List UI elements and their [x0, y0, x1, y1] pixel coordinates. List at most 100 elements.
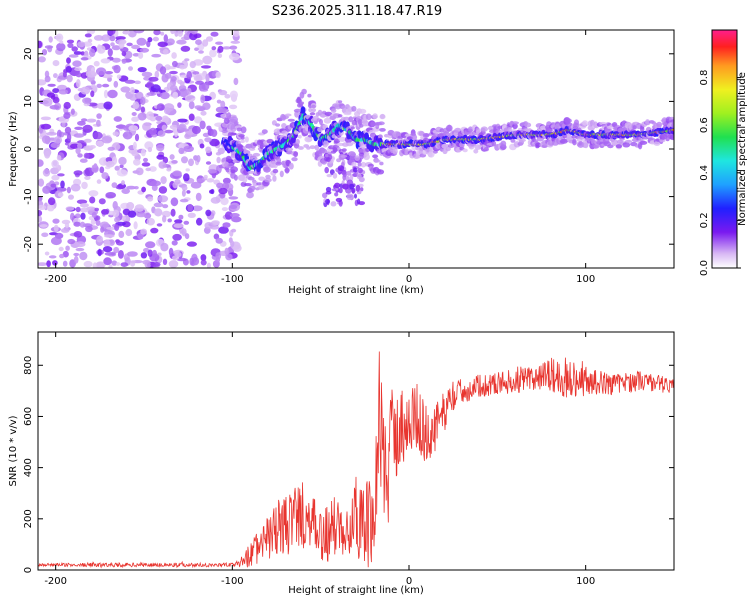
- spectrogram-noise-blob: [74, 67, 82, 72]
- spectrogram-noise-blob: [62, 71, 67, 78]
- spectrogram-noise-blob: [151, 53, 162, 58]
- spectrogram-halo: [653, 141, 661, 146]
- spectrogram-halo: [518, 138, 526, 142]
- spectrogram-halo: [331, 108, 337, 113]
- spectrogram-noise-blob: [181, 185, 188, 191]
- spectrogram-noise-blob: [75, 213, 81, 219]
- spectrogram-halo: [607, 144, 614, 149]
- spectrogram-noise-blob: [166, 167, 172, 172]
- spectrogram-noise-blob: [75, 147, 81, 155]
- spectrogram-noise-blob: [157, 41, 168, 48]
- y-tick-label: -10: [23, 188, 34, 204]
- spectrogram-noise-blob: [183, 220, 190, 225]
- spectrogram-noise-blob: [118, 156, 127, 166]
- colorbar-tick-label: 0.8: [699, 70, 710, 86]
- spectrogram-noise-blob: [122, 208, 131, 216]
- spectrogram-noise-blob: [38, 196, 43, 202]
- spectrogram-noise-blob: [131, 44, 140, 50]
- spectrogram-noise-blob: [147, 196, 154, 202]
- spectrogram-halo: [670, 119, 674, 123]
- spectrogram-noise-blob: [94, 207, 99, 212]
- spectrogram-halo: [582, 120, 588, 126]
- spectrogram-noise-blob: [191, 125, 201, 135]
- spectrogram-noise-blob: [154, 208, 163, 217]
- spectrogram-noise-blob: [178, 88, 190, 98]
- spectrogram-noise-blob: [140, 96, 146, 106]
- y-tick-label: 600: [23, 407, 34, 426]
- spectrogram-noise-blob: [121, 59, 127, 64]
- spectrogram-noise-blob: [137, 67, 147, 73]
- spectrogram-halo: [379, 161, 384, 166]
- spectrogram-noise-blob: [172, 170, 182, 177]
- spectrogram-noise-blob: [158, 161, 166, 169]
- spectrogram-noise-blob: [44, 151, 51, 159]
- spectrogram-noise-blob: [177, 102, 182, 108]
- spectrogram-noise-blob: [222, 177, 231, 185]
- spectrogram-noise-blob: [190, 30, 198, 35]
- spectrogram-noise-blob: [137, 112, 147, 121]
- spectrogram-noise-blob: [217, 53, 223, 58]
- spectrogram-noise-blob: [105, 192, 116, 199]
- spectrogram-halo: [240, 139, 245, 143]
- spectrogram-noise-blob: [146, 217, 155, 226]
- spectrogram-noise-blob: [101, 209, 109, 215]
- spectrogram-noise-blob: [147, 249, 153, 257]
- spectrogram-noise-blob: [89, 145, 96, 149]
- spectrogram-noise-blob: [141, 162, 151, 167]
- spectrogram-noise-blob: [207, 168, 217, 174]
- spectrogram-noise-blob: [108, 264, 113, 268]
- spectrogram-noise-blob: [58, 246, 64, 252]
- spectrogram-halo: [392, 148, 398, 155]
- spectrogram-noise-blob: [156, 144, 165, 152]
- spectrogram-plume: [353, 167, 358, 173]
- spectrogram-noise-blob: [121, 188, 130, 195]
- spectrogram-noise-blob: [153, 30, 161, 36]
- spectrogram-noise-blob: [46, 92, 56, 98]
- spectrogram-noise-blob: [169, 70, 178, 75]
- spectrogram-noise-blob: [118, 230, 125, 238]
- spectrogram-noise-blob: [44, 45, 54, 49]
- spectrogram-noise-blob: [192, 71, 200, 75]
- spectrogram-noise-blob: [133, 221, 138, 230]
- spectrogram-noise-blob: [95, 261, 106, 268]
- spectrogram-plume: [346, 170, 352, 176]
- spectrogram-noise-blob: [47, 83, 56, 87]
- spectrogram-noise-blob: [179, 64, 186, 70]
- spectrogram-noise-blob: [213, 233, 220, 240]
- spectrogram-noise-blob: [136, 37, 147, 46]
- spectrogram-noise-blob: [86, 118, 97, 123]
- colorbar-tick-label: 0.2: [699, 212, 710, 228]
- spectrogram-noise-blob: [107, 48, 113, 57]
- spectrogram-halo: [279, 170, 284, 178]
- snr-x-ticks: -200 -100 0 100: [44, 332, 595, 587]
- spectrogram-noise-blob: [195, 80, 204, 85]
- spectrogram-noise-blob: [126, 42, 133, 47]
- spectrogram-halo: [258, 176, 266, 181]
- spectrogram-noise-blob: [229, 45, 238, 50]
- spectrogram-noise-blob: [138, 52, 144, 59]
- spectrogram-noise-blob: [131, 116, 140, 122]
- spectrogram-noise-blob: [110, 42, 115, 47]
- spectrogram-noise-blob: [38, 204, 47, 210]
- spectrogram-halo: [275, 161, 282, 166]
- snr-y-axis-label: SNR (10 * v/v): [8, 415, 19, 486]
- spectrogram-noise-blob: [144, 261, 152, 268]
- spectrogram-noise-blob: [132, 141, 137, 151]
- spectrogram-noise-blob: [122, 132, 128, 138]
- spectrogram-halo: [524, 122, 532, 128]
- spectrogram-noise-blob: [172, 91, 179, 99]
- spectrogram-noise-blob: [93, 60, 100, 67]
- spectrogram-halo: [671, 122, 674, 128]
- spectrogram-noise-blob: [52, 88, 60, 94]
- spectrogram-noise-blob: [187, 203, 193, 212]
- spectrogram-plume: [358, 149, 364, 153]
- spectrogram-noise-blob: [91, 164, 99, 173]
- spectrogram-noise-blob: [103, 101, 113, 110]
- spectrogram-halo: [247, 170, 255, 174]
- spectrogram-noise-blob: [121, 180, 125, 186]
- spectrogram-noise-blob: [195, 39, 202, 45]
- spectrogram-plume: [335, 197, 343, 203]
- spectrogram-noise-blob: [57, 173, 65, 177]
- spectrogram-noise-blob: [67, 238, 76, 245]
- spectrogram-noise-blob: [152, 36, 159, 42]
